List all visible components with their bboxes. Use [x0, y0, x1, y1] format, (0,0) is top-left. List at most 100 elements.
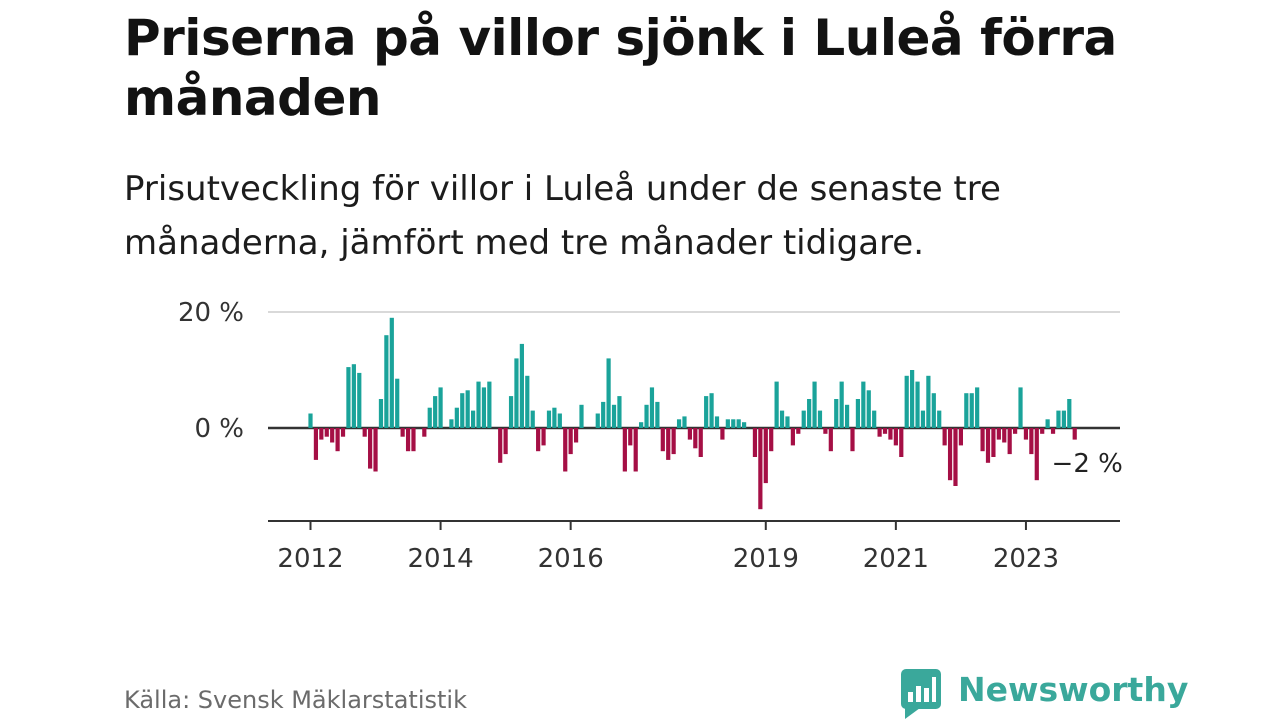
- bar: [536, 428, 541, 452]
- x-tick-label: 2012: [277, 544, 343, 574]
- bar: [687, 428, 692, 440]
- bar: [872, 410, 877, 428]
- bar: [487, 381, 492, 428]
- bar: [660, 428, 665, 452]
- bar: [942, 428, 947, 446]
- bar: [844, 404, 850, 428]
- bar: [882, 428, 888, 434]
- bar: [644, 404, 649, 428]
- bar: [850, 428, 855, 452]
- bar: [964, 393, 969, 428]
- bar: [471, 410, 476, 428]
- bar: [975, 387, 980, 428]
- last-value-annotation: −2 %: [1052, 449, 1123, 479]
- bar: [508, 396, 514, 428]
- bar: [357, 372, 362, 428]
- bar: [736, 419, 741, 428]
- bar: [449, 419, 454, 428]
- bar: [557, 413, 562, 428]
- bar: [308, 413, 313, 428]
- bar: [861, 381, 866, 428]
- bar: [611, 404, 617, 428]
- bar: [1072, 428, 1077, 440]
- bar: [720, 428, 725, 440]
- bar: [1045, 419, 1050, 428]
- bar: [676, 419, 682, 428]
- bar: [422, 428, 427, 437]
- bar: [769, 428, 774, 452]
- bar: [763, 428, 768, 484]
- bar: [671, 428, 676, 455]
- bar: [525, 375, 530, 428]
- bar: [980, 428, 985, 452]
- bar: [947, 428, 953, 481]
- bar: [427, 407, 432, 428]
- bar: [1040, 428, 1045, 434]
- bar: [395, 378, 400, 428]
- bar: [834, 399, 839, 428]
- bar: [915, 381, 920, 428]
- bar: [1029, 428, 1034, 455]
- bar: [920, 410, 926, 428]
- bar: [476, 381, 481, 428]
- bar: [969, 393, 974, 428]
- bar: [828, 428, 833, 452]
- bar: [1013, 428, 1018, 434]
- bar: [460, 393, 465, 428]
- bar: [389, 317, 394, 428]
- bar: [579, 404, 584, 428]
- bar: [378, 399, 384, 428]
- bar: [893, 428, 898, 446]
- bar: [796, 428, 801, 434]
- bar: [601, 401, 606, 428]
- bar: [1056, 410, 1061, 428]
- bar: [633, 428, 638, 472]
- bar: [438, 387, 443, 428]
- bar: [639, 422, 644, 428]
- bar: [931, 393, 936, 428]
- newsworthy-logo[interactable]: Newsworthy: [900, 668, 1188, 720]
- bar: [709, 393, 714, 428]
- bar: [807, 399, 812, 428]
- bar: [465, 390, 470, 428]
- bar: [481, 387, 487, 428]
- bar: [839, 381, 844, 428]
- x-tick-label: 2016: [538, 544, 604, 574]
- bar: [530, 410, 535, 428]
- bar: [682, 416, 687, 428]
- bar: [649, 387, 655, 428]
- bar: [937, 410, 942, 428]
- bar: [595, 413, 600, 428]
- x-tick-label: 2014: [407, 544, 473, 574]
- bar: [785, 416, 790, 428]
- bar: [1018, 387, 1023, 428]
- bar: [823, 428, 828, 434]
- bar: [1061, 410, 1066, 428]
- bar: [405, 428, 411, 452]
- bar: [1034, 428, 1039, 481]
- bar: [454, 407, 459, 428]
- bar: [335, 428, 340, 452]
- bar: [568, 428, 573, 455]
- bar: [855, 399, 861, 428]
- bar: [606, 358, 611, 428]
- bar: [519, 343, 524, 428]
- bar: [1023, 428, 1029, 440]
- bar: [503, 428, 508, 455]
- bar: [400, 428, 405, 437]
- bar: [698, 428, 703, 457]
- bar: [801, 410, 806, 428]
- bar: [498, 428, 503, 463]
- bar: [926, 375, 931, 428]
- bar: [877, 428, 882, 437]
- bar: [693, 428, 698, 449]
- bar: [362, 428, 367, 437]
- newsworthy-logo-icon: [901, 669, 941, 719]
- bar: [373, 428, 378, 472]
- chart-title: Priserna på villor sjönk i Luleå förra m…: [124, 9, 1117, 127]
- bar: [655, 401, 660, 428]
- bar: [812, 381, 817, 428]
- bar: [324, 428, 329, 437]
- bar: [313, 428, 319, 460]
